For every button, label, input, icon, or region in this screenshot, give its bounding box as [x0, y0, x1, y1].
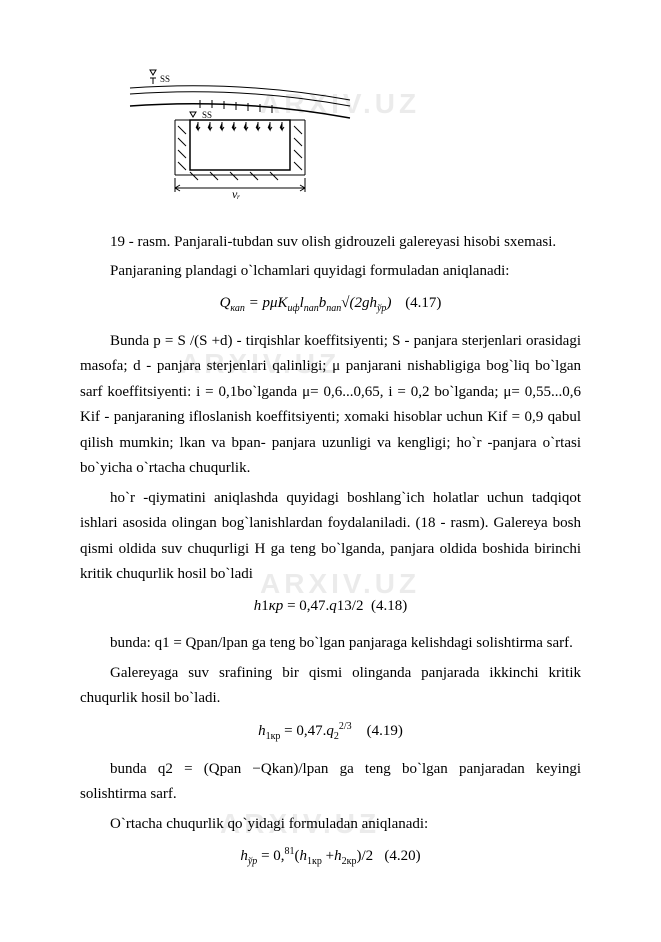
equation-number: (4.17) — [405, 295, 441, 311]
formula-text: hўр = 0,81(h1кр +h2кр)/2 — [240, 848, 377, 864]
paragraph: Galereyaga suv srafining bir qismi oling… — [80, 661, 581, 712]
paragraph: Bunda p = S /(S +d) - tirqishlar koeffit… — [80, 329, 581, 482]
formula-4-20: hўр = 0,81(h1кр +h2кр)/2 (4.20) — [80, 843, 581, 870]
label-ss-top: SS — [160, 74, 170, 84]
formula-text: h1кр = 0,47.q22/3 — [258, 723, 355, 739]
paragraph: O`rtacha chuqurlik qo`yidagi formuladan … — [80, 812, 581, 838]
equation-number: (4.20) — [384, 848, 420, 864]
formula-4-18: h1кр = 0,47.q13/2 (4.18) — [80, 594, 581, 620]
caption-19: 19 - rasm. Panjarali-tubdan suv olish gi… — [80, 230, 581, 256]
formula-4-17: Qкап = рμКифlпапbпап√(2ghўр) (4.17) — [80, 291, 581, 317]
formula-4-19: h1кр = 0,47.q22/3 (4.19) — [80, 718, 581, 745]
equation-number: (4.19) — [367, 723, 403, 739]
label-vr: vᵣ — [232, 187, 240, 200]
formula-text: Qкап = рμКифlпапbпап√(2ghўр) — [220, 295, 396, 311]
figure-19: SS SS — [120, 60, 581, 210]
label-ss-mid: SS — [202, 110, 212, 120]
cross-section-diagram: SS SS — [120, 60, 360, 200]
paragraph: bunda q2 = (Qpan −Qkan)/lpan ga teng bo`… — [80, 757, 581, 808]
paragraph: ho`r -qiymatini aniqlashda quyidagi bosh… — [80, 486, 581, 588]
paragraph: bunda: q1 = Qpan/lpan ga teng bo`lgan pa… — [80, 631, 581, 657]
formula-text: h1кр = 0,47.q13/2 — [254, 598, 364, 614]
paragraph: Panjaraning plandagi o`lchamlari quyidag… — [80, 259, 581, 285]
equation-number: (4.18) — [371, 598, 407, 614]
